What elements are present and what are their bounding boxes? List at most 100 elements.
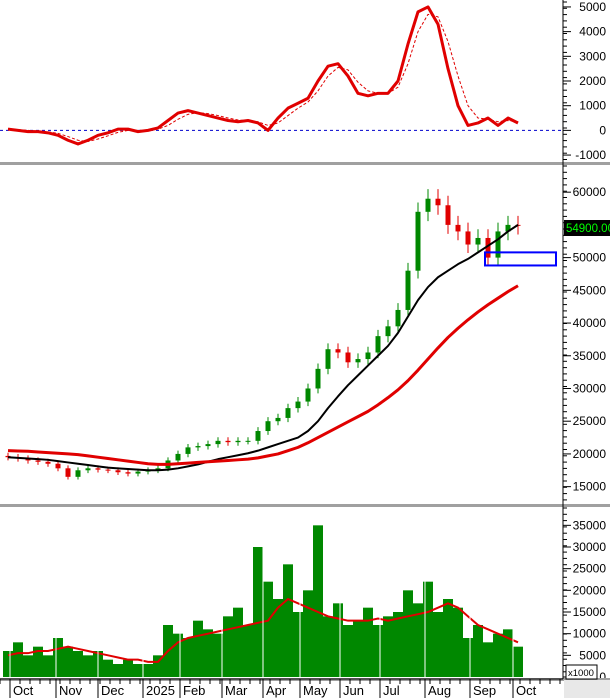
y-tick-label: 35000 — [573, 349, 607, 363]
y-tick-label: 25000 — [573, 562, 607, 576]
volume-bar — [303, 590, 313, 677]
month-label-feb: Feb — [183, 683, 205, 698]
candle-body — [325, 349, 331, 369]
candle-body — [105, 469, 111, 471]
support-zone-box — [484, 251, 557, 267]
candle-body — [275, 417, 281, 422]
unit-box — [565, 664, 598, 680]
y-tick-label: 15000 — [573, 480, 607, 494]
candle-body — [435, 198, 441, 206]
volume-bar — [33, 646, 43, 677]
candle-body — [55, 463, 61, 469]
candle-body — [445, 205, 451, 225]
volume-bar — [413, 603, 423, 677]
volume-bar — [473, 625, 483, 677]
candle-body — [335, 349, 341, 353]
candle-body — [385, 326, 391, 337]
volume-bar — [443, 599, 453, 677]
volume-bar — [203, 629, 213, 677]
candle-body — [285, 408, 291, 418]
y-tick-label: 15000 — [573, 605, 607, 619]
candle-body — [5, 455, 11, 458]
candle-body — [305, 388, 311, 402]
candle-body — [425, 198, 431, 212]
y-tick-label: 25000 — [573, 414, 607, 428]
y-tick-label: 3000 — [579, 49, 606, 63]
volume-bar — [283, 564, 293, 677]
panel-separator — [0, 162, 610, 165]
candle-body — [455, 224, 461, 232]
volume-panel: 35000 30000 25000 20000 15000 10000 5000 0 — [3, 507, 607, 684]
candle-body — [315, 368, 321, 389]
y-tick-label: 2000 — [579, 74, 606, 88]
y-tick-label: -1000 — [575, 148, 606, 162]
y-tick-label: 0 — [599, 123, 606, 137]
candle-body — [45, 461, 51, 464]
volume-bar — [13, 642, 23, 677]
month-label-mar: Mar — [225, 683, 248, 698]
month-label-jun: Jun — [343, 683, 364, 698]
volume-bar — [103, 659, 113, 677]
corner-box — [564, 680, 610, 698]
candle-body — [35, 460, 41, 462]
y-tick-label: 45000 — [573, 283, 607, 297]
candle-body — [345, 352, 351, 363]
volume-bar — [363, 607, 373, 677]
last-price-label: 54900.00 — [566, 223, 610, 235]
volume-bar — [3, 651, 13, 677]
volume-bar — [373, 625, 383, 677]
candle-body — [195, 446, 201, 448]
month-label-dec: Dec — [101, 683, 125, 698]
volume-bar — [193, 620, 203, 677]
candle-body — [65, 468, 71, 477]
candle-body — [475, 237, 481, 245]
panel-separator — [0, 504, 610, 507]
volume-bar — [233, 607, 243, 677]
candle-body — [465, 231, 471, 245]
volume-bar — [83, 655, 93, 677]
candle-body — [495, 231, 501, 258]
candle-body — [505, 224, 511, 232]
volume-bar — [53, 638, 63, 677]
candle-body — [395, 309, 401, 327]
volume-bar — [253, 547, 263, 677]
volume-bar — [213, 633, 223, 677]
month-label-jul: Jul — [383, 683, 400, 698]
candle-body — [245, 440, 251, 442]
volume-bar — [383, 616, 393, 677]
volume-bar — [273, 599, 283, 677]
volume-bar — [423, 581, 433, 677]
volume-bar — [123, 659, 133, 677]
volume-bar — [323, 616, 333, 677]
y-tick-label: 20000 — [573, 583, 607, 597]
volume-bar — [23, 655, 33, 677]
y-tick-label: 20000 — [573, 447, 607, 461]
volume-bar — [333, 603, 343, 677]
candle-body — [75, 470, 81, 477]
volume-bar — [173, 633, 183, 677]
volume-bar — [293, 612, 303, 677]
candle-body — [175, 453, 181, 461]
candle-body — [265, 421, 271, 432]
y-tick-label: 50000 — [573, 251, 607, 265]
candle-body — [365, 352, 371, 360]
volume-bar — [463, 638, 473, 677]
volume-bar — [453, 607, 463, 677]
y-tick-label: 4000 — [579, 25, 606, 39]
candle-body — [225, 440, 231, 443]
y-tick-label: 5000 — [579, 648, 606, 662]
month-label-oct: Oct — [13, 683, 34, 698]
volume-bar — [133, 664, 143, 677]
volume-bar — [73, 651, 83, 677]
candle-body — [205, 444, 211, 447]
month-label-2025: 2025 — [146, 683, 175, 698]
y-tick-label: 1000 — [579, 99, 606, 113]
candle-body — [485, 237, 491, 258]
volume-bar — [113, 664, 123, 677]
ma-long-line — [7, 284, 519, 466]
volume-bar — [403, 590, 413, 677]
candle-body — [355, 359, 361, 363]
volume-bar — [313, 525, 323, 677]
candle-body — [255, 431, 261, 441]
